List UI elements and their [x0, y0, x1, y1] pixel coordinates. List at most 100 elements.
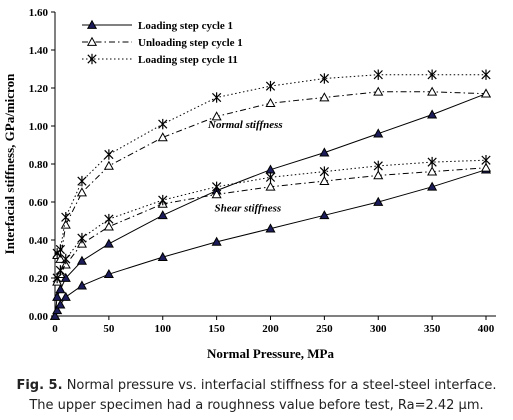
data-point: [373, 160, 383, 172]
data-point: [427, 156, 437, 168]
y-tick-label: 1.60: [29, 7, 49, 19]
data-point: [211, 189, 222, 199]
series-line: [56, 74, 486, 254]
x-tick-label: 400: [478, 323, 495, 335]
data-point: [319, 175, 330, 185]
legend-item: Unloading step cycle 1: [82, 36, 243, 49]
data-point: [211, 236, 222, 246]
data-point: [52, 305, 63, 315]
y-tick-label: 0.20: [29, 273, 49, 285]
series-5: [52, 155, 491, 284]
data-point: [60, 291, 71, 301]
annotation-shear-stiffness: Shear stiffness: [214, 203, 281, 215]
data-point: [319, 166, 329, 177]
x-tick-label: 50: [103, 323, 115, 335]
data-point: [76, 187, 87, 197]
x-tick-label: 100: [155, 323, 172, 335]
data-point: [265, 97, 276, 108]
legend-item: Loading step cycle 1: [82, 19, 233, 32]
legend-marker: [87, 53, 97, 65]
data-point: [55, 244, 66, 255]
series-line: [56, 91, 487, 261]
data-point: [158, 194, 168, 206]
data-point: [427, 86, 438, 96]
data-point: [55, 253, 66, 263]
y-tick-label: 0.60: [29, 197, 49, 209]
x-tick-label: 0: [52, 323, 58, 335]
legend-label: Loading step cycle 1: [138, 20, 233, 32]
x-tick-label: 150: [208, 323, 225, 335]
data-point: [373, 86, 384, 96]
data-point: [265, 181, 276, 191]
data-point: [55, 284, 66, 294]
annotation-normal-stiffness: Normal stiffness: [207, 119, 283, 131]
data-point: [76, 255, 87, 265]
y-tick-label: 1.40: [29, 45, 49, 57]
data-point: [212, 92, 222, 103]
data-point: [55, 265, 66, 276]
data-point: [55, 299, 66, 309]
data-point: [319, 210, 330, 220]
data-point: [103, 268, 114, 279]
data-point: [77, 175, 87, 187]
data-point: [373, 170, 384, 180]
data-point: [103, 160, 114, 170]
data-point: [481, 69, 491, 80]
caption-line-1: Fig. 5. Normal pressure vs. interfacial …: [0, 376, 513, 396]
data-point: [373, 196, 384, 206]
data-point: [427, 109, 438, 119]
y-tick-label: 0.00: [29, 311, 49, 323]
y-axis-title: Interfacial stiffness, GPa/micron: [2, 73, 17, 254]
data-point: [77, 232, 87, 244]
data-point: [158, 118, 168, 130]
data-point: [427, 69, 437, 80]
data-point: [265, 80, 276, 92]
data-point: [61, 253, 71, 265]
legend: Loading step cycle 1 Unloading step cycle…: [82, 19, 243, 66]
chart: Interfacial stiffness, GPa/micron Normal…: [2, 7, 496, 361]
series-4: [52, 162, 492, 286]
caption-label: Fig. 5.: [16, 378, 63, 393]
data-point: [52, 291, 63, 301]
data-point: [157, 210, 168, 220]
legend-label: Unloading step cycle 1: [138, 37, 243, 49]
series-2: [52, 69, 491, 259]
y-tick-label: 0.80: [29, 159, 49, 171]
data-point: [319, 147, 330, 157]
data-point: [427, 181, 438, 191]
data-point: [480, 88, 492, 98]
series-3: [49, 164, 492, 320]
data-point: [76, 238, 87, 248]
series-line: [54, 169, 487, 317]
caption-text-1: Normal pressure vs. interfacial stiffnes…: [66, 378, 497, 393]
data-point: [265, 223, 276, 233]
data-point: [211, 111, 222, 121]
figure-caption: Fig. 5. Normal pressure vs. interfacial …: [0, 376, 513, 416]
data-point: [49, 310, 61, 320]
data-point: [60, 219, 71, 229]
data-point: [373, 128, 384, 138]
data-point: [76, 280, 87, 290]
data-point: [319, 92, 330, 102]
legend-marker: [86, 19, 98, 29]
data-point: [61, 212, 71, 223]
x-tick-label: 200: [262, 323, 279, 335]
legend-label: Loading step cycle 11: [138, 54, 238, 66]
data-point: [373, 69, 383, 80]
data-point: [212, 181, 222, 192]
series-line: [56, 159, 487, 279]
series-1: [52, 86, 492, 263]
x-tick-label: 350: [424, 323, 441, 335]
data-point: [103, 238, 114, 248]
legend-item: Loading step cycle 11: [82, 53, 238, 66]
data-point: [319, 73, 329, 84]
caption-line-2: The upper specimen had a roughness value…: [29, 398, 484, 413]
data-point: [480, 162, 492, 172]
data-point: [157, 251, 168, 261]
x-axis-title: Normal Pressure, MPa: [207, 346, 334, 361]
data-point: [60, 259, 71, 269]
legend-marker: [86, 36, 98, 46]
y-tick-label: 1.00: [29, 121, 49, 133]
data-point: [103, 221, 114, 231]
series-layer: [49, 69, 492, 320]
